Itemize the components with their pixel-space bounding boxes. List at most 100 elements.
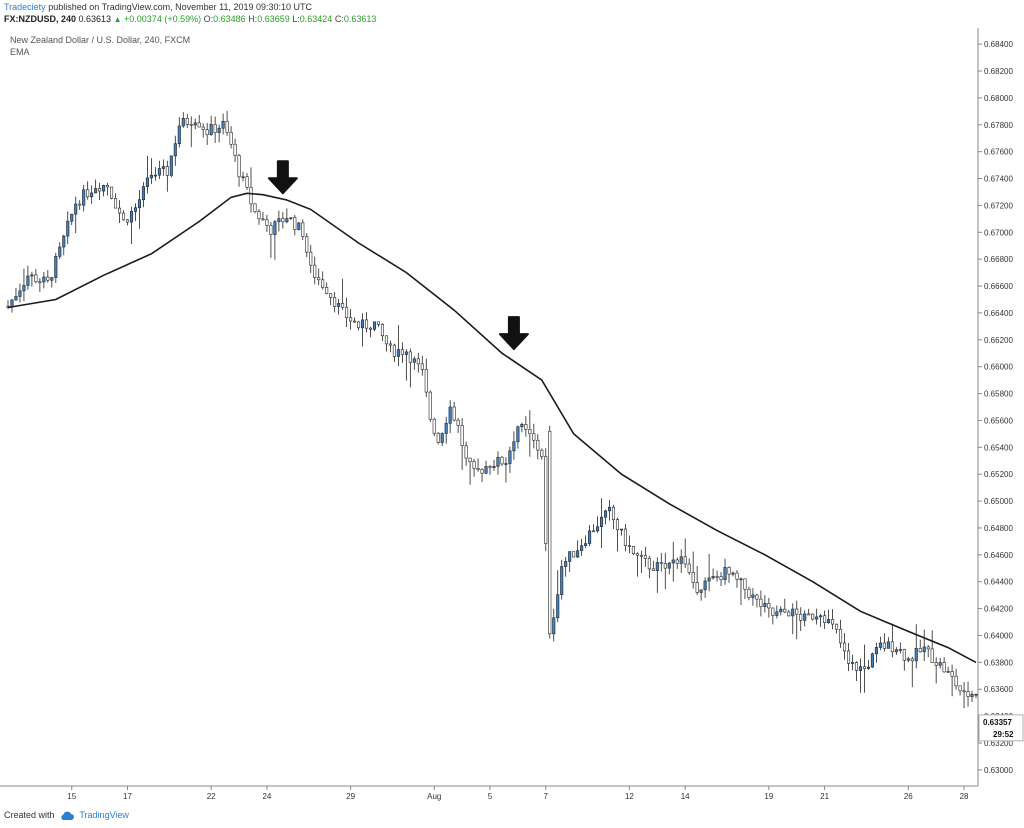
candle	[763, 595, 767, 613]
candle	[301, 219, 305, 241]
price-tick-label: 0.67400	[984, 175, 1013, 184]
candle	[121, 210, 126, 221]
candle	[149, 158, 153, 184]
price-tick-label: 0.67000	[984, 228, 1013, 237]
candle	[468, 457, 472, 485]
candle	[703, 577, 707, 598]
price-tick-label: 0.68200	[984, 67, 1013, 76]
candle	[173, 135, 177, 166]
candle	[862, 644, 866, 693]
candle	[683, 538, 687, 568]
time-tick-label: 7	[544, 792, 549, 801]
candle	[133, 203, 138, 222]
candle	[269, 222, 273, 258]
candle	[58, 242, 62, 260]
candle	[329, 293, 333, 306]
time-tick-label: 24	[262, 792, 271, 801]
candle	[687, 558, 691, 576]
tradingview-link[interactable]: TradingView	[79, 810, 129, 820]
candle	[882, 633, 886, 652]
candle	[691, 551, 695, 589]
price-tick-label: 0.65600	[984, 416, 1013, 425]
close-label: C:	[334, 14, 344, 24]
candle	[452, 401, 456, 422]
candle	[193, 118, 197, 130]
time-tick-label: 14	[681, 792, 690, 801]
candle	[902, 648, 906, 671]
candle	[62, 234, 66, 256]
up-triangle-icon: ▲	[113, 15, 122, 24]
candle	[345, 297, 349, 327]
time-axis[interactable]: 15 17 22 24 29 Aug 5 7 12 14 19 21 26 28	[67, 786, 969, 801]
candle	[807, 608, 811, 616]
candle	[408, 348, 412, 388]
candle	[460, 418, 464, 470]
candle	[922, 629, 926, 662]
candle	[707, 553, 711, 592]
candle	[651, 560, 655, 571]
candle	[444, 416, 448, 444]
time-tick-label: 15	[67, 792, 76, 801]
candle	[938, 657, 942, 669]
candle	[376, 321, 381, 327]
candle	[213, 116, 217, 143]
last-price: 0.63613	[78, 14, 112, 24]
down-arrow-icon	[267, 160, 298, 195]
candle	[177, 117, 181, 148]
candle	[357, 320, 361, 331]
time-tick-label: 21	[820, 792, 829, 801]
candle	[169, 155, 173, 178]
candle	[508, 446, 512, 473]
candle	[803, 610, 807, 627]
candle	[663, 552, 667, 590]
candle	[831, 609, 835, 630]
last-price-label: 0.63357	[983, 718, 1012, 727]
price-tick-label: 0.64600	[984, 551, 1013, 560]
candle	[715, 570, 719, 582]
candle	[86, 181, 90, 200]
candle	[954, 668, 958, 690]
candle	[858, 658, 863, 693]
candle	[627, 535, 631, 554]
candle	[584, 535, 588, 549]
time-tick-label: 29	[346, 792, 355, 801]
candle	[528, 410, 532, 457]
price-tick-label: 0.66400	[984, 309, 1013, 318]
candle	[659, 552, 663, 572]
candle	[321, 271, 325, 290]
close-value: 0.63613	[343, 14, 377, 24]
publisher-link[interactable]: Tradeciety	[4, 2, 46, 12]
candle	[237, 153, 241, 187]
candle	[655, 557, 659, 593]
candle	[82, 184, 86, 212]
candle	[966, 681, 970, 707]
candle	[34, 268, 38, 284]
open-label: O:	[203, 14, 214, 24]
candle	[38, 277, 42, 292]
candle	[480, 468, 484, 482]
candle	[500, 455, 504, 466]
candle	[125, 219, 130, 226]
candle	[380, 323, 384, 341]
candle	[273, 219, 277, 260]
candle	[225, 110, 229, 136]
candle	[420, 355, 424, 376]
price-axis[interactable]: 0.68400 0.68200 0.68000 0.67800 0.67600 0.674…	[978, 40, 1024, 775]
candle	[492, 459, 496, 471]
time-tick-label: 12	[625, 792, 634, 801]
candle	[305, 233, 309, 258]
candle	[874, 642, 878, 663]
candle	[926, 644, 930, 658]
candle	[787, 609, 791, 617]
price-chart[interactable]: New Zealand Dollar / U.S. Dollar, 240, F…	[0, 28, 1024, 804]
candle	[890, 625, 894, 658]
plot-area[interactable]	[0, 28, 978, 786]
candle	[309, 244, 313, 274]
candle	[548, 425, 552, 639]
candle	[74, 196, 78, 234]
candle	[695, 566, 699, 596]
price-tick-label: 0.65400	[984, 443, 1013, 452]
candle	[635, 552, 639, 577]
candle	[898, 642, 902, 654]
candle	[476, 458, 480, 472]
